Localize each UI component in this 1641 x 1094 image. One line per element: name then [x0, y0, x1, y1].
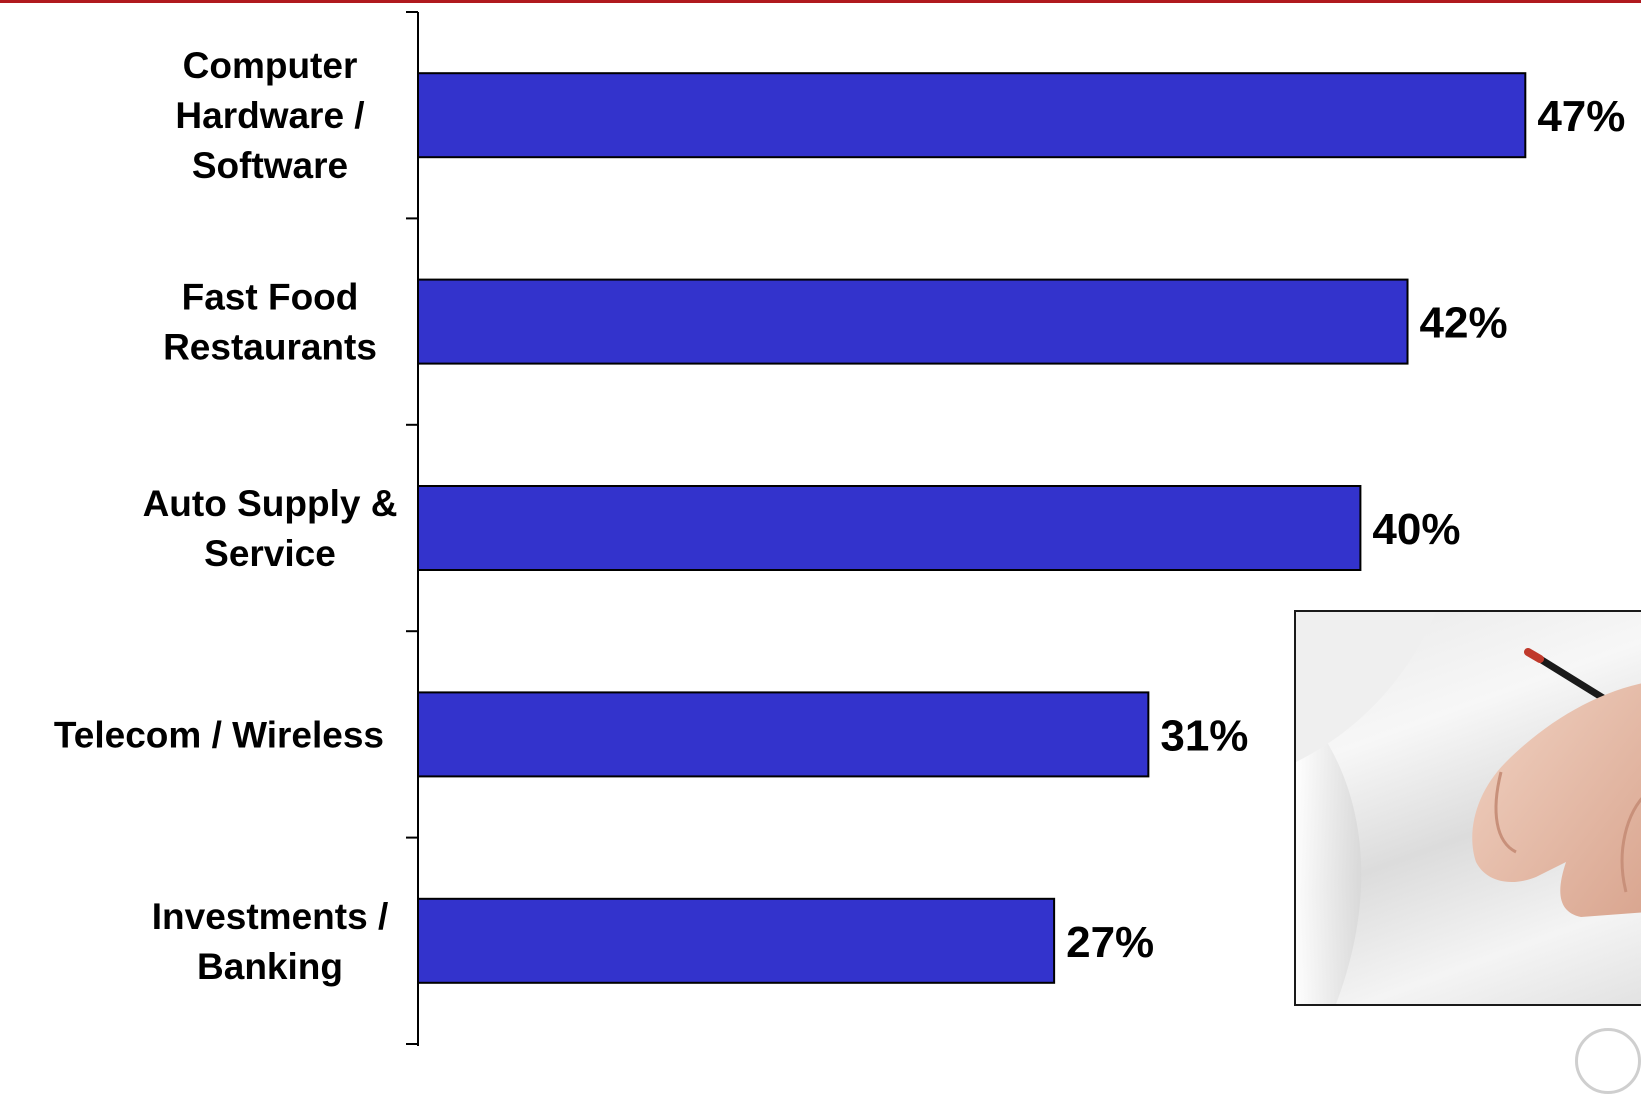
category-label-0-line-0: Computer — [183, 45, 358, 86]
bar-1 — [417, 278, 1409, 365]
category-label-0: Computer Hardware / Software — [175, 45, 364, 186]
category-label-4-line-1: Banking — [197, 946, 343, 987]
top-rule — [0, 0, 1641, 3]
category-label-2-line-0: Auto Supply & — [143, 483, 398, 524]
hand-pen-illustration — [1296, 612, 1641, 1004]
category-label-4-line-0: Investments / — [152, 896, 388, 937]
bar-0 — [417, 72, 1527, 159]
category-label-1: Fast Food Restaurants — [163, 277, 377, 368]
corner-logo-icon — [1575, 1028, 1641, 1094]
bar-2 — [417, 485, 1362, 571]
bar-chart: 47% Computer Hardware / Software 42% Fast Foo… — [54, 11, 1625, 1046]
category-label-4: Investments / Banking — [152, 896, 388, 987]
category-label-0-line-2: Software — [192, 145, 348, 186]
bar-3 — [417, 691, 1150, 778]
bar-4 — [417, 897, 1056, 984]
value-label-3: 31% — [1160, 711, 1248, 760]
category-label-1-line-0: Fast Food — [182, 277, 359, 318]
category-label-1-line-1: Restaurants — [163, 327, 377, 368]
category-label-0-line-1: Hardware / — [175, 95, 364, 136]
value-label-2: 40% — [1372, 505, 1460, 554]
value-label-1: 42% — [1420, 299, 1508, 348]
category-label-2: Auto Supply & Service — [143, 483, 398, 574]
value-label-0: 47% — [1537, 92, 1625, 141]
category-label-3: Telecom / Wireless — [54, 714, 384, 755]
value-label-4: 27% — [1066, 918, 1154, 967]
category-label-3-line-0: Telecom / Wireless — [54, 714, 384, 755]
category-label-2-line-1: Service — [204, 533, 336, 574]
hand-holding-pen-photo — [1294, 610, 1641, 1006]
